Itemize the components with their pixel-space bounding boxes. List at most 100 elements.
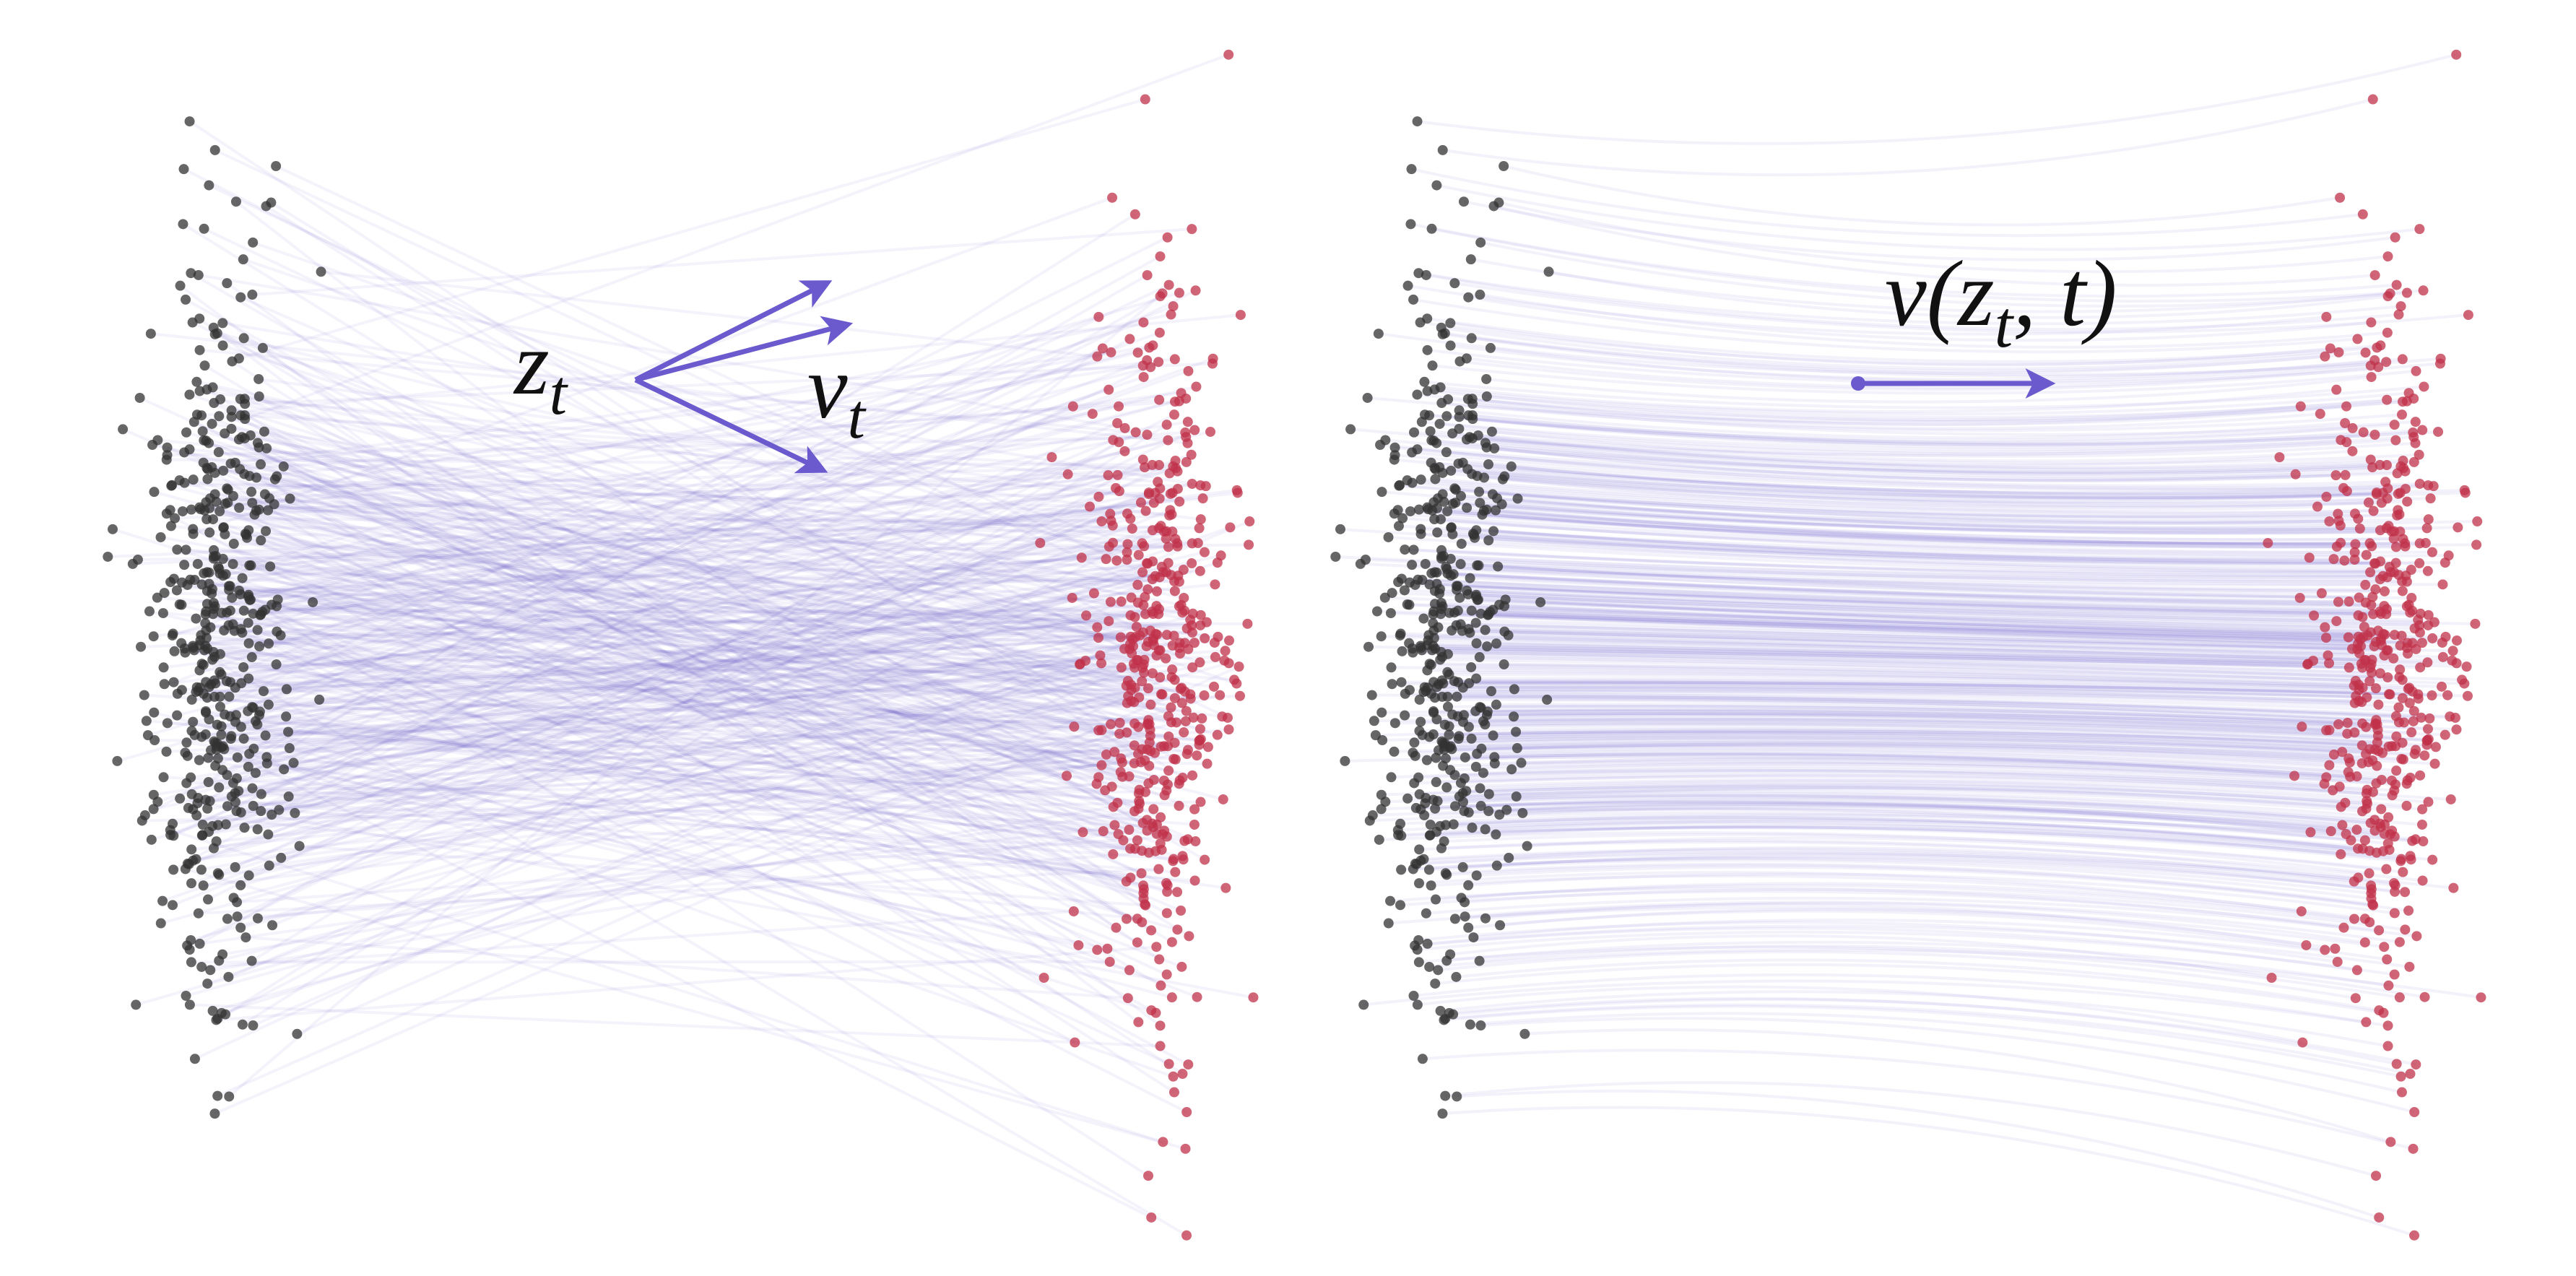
sample-point: [1420, 558, 1431, 569]
sample-point: [1466, 661, 1477, 672]
sample-point: [1215, 690, 1226, 700]
sample-point: [2411, 1059, 2421, 1070]
sample-point: [1153, 477, 1163, 487]
sample-point: [217, 741, 228, 752]
sample-point: [1438, 550, 1449, 561]
sample-point: [2400, 538, 2411, 549]
sample-point: [1506, 764, 1517, 775]
sample-point: [1122, 993, 1133, 1004]
path: [217, 529, 1153, 1020]
path: [1452, 432, 2280, 467]
sample-point: [1234, 690, 1245, 701]
sample-point: [1168, 1071, 1179, 1082]
sample-point: [1494, 599, 1505, 610]
path: [1450, 574, 2385, 608]
sample-point: [211, 496, 222, 507]
sample-point: [1124, 334, 1135, 344]
sample-point: [2337, 747, 2348, 758]
path: [1456, 623, 2416, 651]
sample-point: [2367, 654, 2377, 665]
path: [244, 414, 1197, 843]
path: [205, 500, 1181, 912]
path: [1444, 740, 2403, 761]
sample-point: [2416, 712, 2427, 723]
sample-point: [1400, 710, 1410, 721]
sample-point: [2440, 729, 2450, 740]
path: [248, 578, 1153, 599]
sample-point: [1138, 599, 1149, 610]
sample-point: [2382, 394, 2393, 405]
path: [1428, 508, 2268, 545]
path: [1431, 663, 2354, 687]
path: [240, 654, 1101, 887]
path: [319, 663, 1080, 701]
path: [1462, 719, 2429, 741]
sample-point: [1161, 908, 1172, 919]
sample-point: [1442, 667, 1453, 677]
sample-point: [212, 753, 223, 764]
sample-point: [2451, 724, 2462, 735]
path: [218, 568, 1193, 777]
sample-point: [1161, 533, 1171, 544]
sample-point: [1182, 417, 1193, 427]
path: [246, 536, 1099, 732]
sample-point: [142, 730, 153, 741]
sample-point: [1176, 682, 1187, 693]
path: [236, 835, 1167, 904]
path: [1434, 500, 2360, 533]
path: [1456, 584, 2429, 617]
path: [1432, 508, 2356, 547]
sample-point: [1415, 317, 1426, 328]
path: [204, 561, 1168, 652]
sample-point: [1422, 502, 1433, 513]
path: [1447, 940, 2389, 987]
sample-point: [1180, 427, 1191, 438]
path: [280, 750, 1151, 859]
sample-point: [1176, 961, 1187, 972]
path: [220, 398, 1111, 604]
path: [1388, 906, 2385, 949]
path: [1379, 831, 2387, 871]
path: [1480, 612, 2413, 645]
sample-point: [1379, 592, 1390, 603]
sample-point: [214, 869, 225, 880]
sample-point: [2350, 675, 2361, 686]
path: [188, 120, 1184, 779]
sample-point: [1062, 771, 1072, 781]
path: [1423, 690, 2414, 713]
sample-point: [1483, 806, 1494, 817]
sample-point: [194, 386, 205, 396]
sample-point: [208, 514, 219, 525]
sample-point: [187, 317, 198, 328]
sample-point: [1466, 733, 1477, 744]
path: [1422, 578, 2380, 613]
path: [1472, 818, 2370, 853]
sample-point: [2351, 965, 2362, 976]
path: [274, 477, 1172, 516]
sample-point: [1413, 772, 1424, 783]
velocity-arrow: [634, 377, 828, 474]
sample-point: [2316, 588, 2327, 599]
sample-point: [165, 825, 175, 836]
sample-point: [1189, 819, 1200, 830]
path: [218, 415, 1148, 648]
sample-point: [1460, 897, 1470, 908]
path: [157, 596, 1235, 682]
sample-point: [1482, 706, 1493, 717]
path: [1447, 864, 2374, 907]
path: [227, 596, 1132, 978]
sample-point: [204, 527, 215, 538]
path: [1436, 822, 2341, 856]
path: [204, 364, 1173, 944]
path: [235, 634, 1174, 690]
path: [1409, 641, 2457, 665]
sample-point: [1111, 482, 1122, 493]
path: [183, 563, 1187, 630]
sample-point: [2343, 662, 2354, 673]
path: [248, 544, 1178, 596]
path: [185, 298, 1163, 836]
sample-point: [1445, 340, 1456, 351]
sample-point: [2369, 558, 2380, 569]
sample-point: [1475, 783, 1486, 794]
path: [208, 625, 1137, 833]
